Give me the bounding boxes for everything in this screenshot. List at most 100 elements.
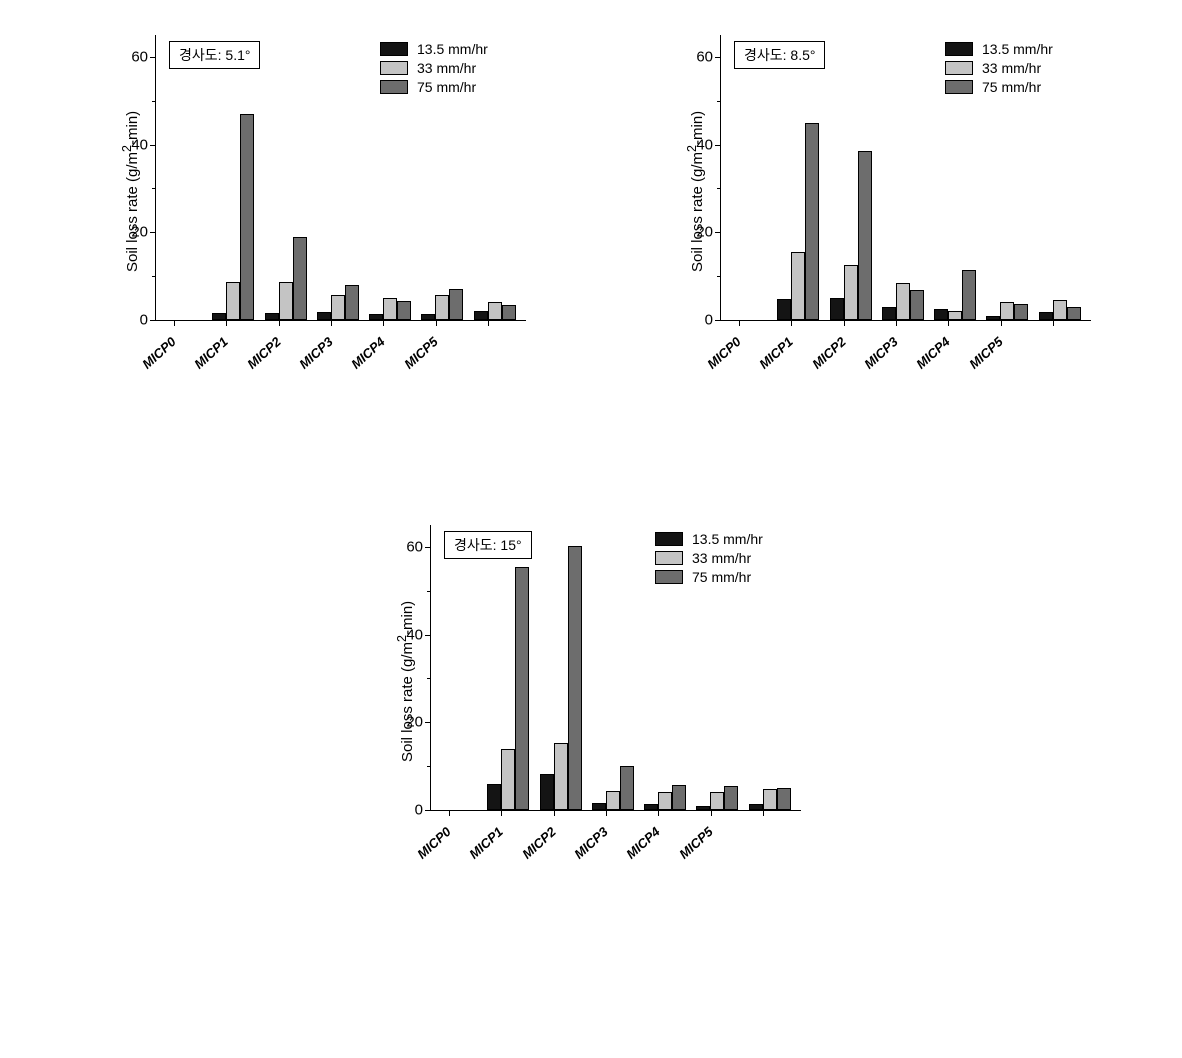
legend-swatch [945, 61, 973, 75]
bar [1014, 304, 1028, 320]
bar [606, 791, 620, 810]
bar [724, 786, 738, 810]
x-tick-label: MICP1 [467, 824, 507, 862]
bar [554, 743, 568, 810]
bar [672, 785, 686, 810]
bar [910, 290, 924, 320]
x-tick-label: MICP3 [571, 824, 611, 862]
y-axis-label: Soil loss rate (g/m2-min) [120, 110, 141, 271]
y-tick-label: 0 [415, 802, 423, 819]
legend-label: 75 mm/hr [692, 569, 751, 585]
bar [1053, 300, 1067, 320]
legend-label: 75 mm/hr [417, 79, 476, 95]
bar-chart-panel: 0204060Soil loss rate (g/m2-min)MICP0MIC… [430, 525, 800, 810]
legend-label: 33 mm/hr [692, 550, 751, 566]
y-axis-label: Soil loss rate (g/m2-min) [395, 600, 416, 761]
bar [1000, 302, 1014, 320]
slope-badge: 경사도: 5.1° [169, 41, 260, 69]
y-axis-label: Soil loss rate (g/m2-min) [685, 110, 706, 271]
bar [1039, 312, 1053, 320]
bar [279, 282, 293, 320]
legend-label: 13.5 mm/hr [692, 531, 763, 547]
y-tick-label: 0 [705, 312, 713, 329]
bar [449, 289, 463, 320]
bar-chart-panel: 0204060Soil loss rate (g/m2-min)MICP0MIC… [155, 35, 525, 320]
bar [226, 282, 240, 320]
bar [265, 313, 279, 320]
bar [331, 295, 345, 320]
bar [696, 806, 710, 810]
x-tick-label: MICP2 [244, 334, 284, 372]
bar [882, 307, 896, 320]
bar [515, 567, 529, 810]
bar [844, 265, 858, 320]
legend-swatch [655, 532, 683, 546]
bar [487, 784, 501, 810]
legend: 13.5 mm/hr 33 mm/hr 75 mm/hr [655, 531, 763, 588]
slope-badge: 경사도: 8.5° [734, 41, 825, 69]
legend-swatch [945, 42, 973, 56]
x-tick-label: MICP0 [139, 334, 179, 372]
bar [592, 803, 606, 810]
bar [962, 270, 976, 320]
legend-label: 33 mm/hr [982, 60, 1041, 76]
bar [293, 237, 307, 320]
x-tick-label: MICP5 [401, 334, 441, 372]
bar [502, 305, 516, 320]
x-tick-label: MICP4 [623, 824, 663, 862]
y-tick-label: 60 [406, 538, 423, 555]
bar [369, 314, 383, 320]
legend: 13.5 mm/hr 33 mm/hr 75 mm/hr [945, 41, 1053, 98]
bar [644, 804, 658, 810]
bar [763, 789, 777, 810]
y-tick-label: 0 [140, 312, 148, 329]
x-tick-label: MICP3 [861, 334, 901, 372]
bar [986, 316, 1000, 320]
bar [345, 285, 359, 320]
y-tick-label: 60 [696, 48, 713, 65]
x-tick-label: MICP0 [704, 334, 744, 372]
y-tick-label: 60 [131, 48, 148, 65]
x-tick-label: MICP4 [913, 334, 953, 372]
legend-swatch [945, 80, 973, 94]
legend-label: 13.5 mm/hr [417, 41, 488, 57]
x-tick-label: MICP2 [519, 824, 559, 862]
bar [435, 295, 449, 320]
legend: 13.5 mm/hr33 mm/hr75 mm/hr [380, 41, 488, 98]
bar [568, 546, 582, 810]
x-tick-label: MICP5 [966, 334, 1006, 372]
bar [540, 774, 554, 810]
bar [710, 792, 724, 810]
x-tick-label: MICP1 [192, 334, 232, 372]
x-tick-label: MICP2 [809, 334, 849, 372]
x-tick-label: MICP1 [757, 334, 797, 372]
bar [212, 313, 226, 320]
bar [791, 252, 805, 320]
bar [934, 309, 948, 320]
legend-swatch [655, 570, 683, 584]
bar [658, 792, 672, 810]
slope-badge: 경사도: 15° [444, 531, 532, 559]
bar [383, 298, 397, 320]
legend-swatch [380, 80, 408, 94]
bar [948, 311, 962, 320]
bar [805, 123, 819, 320]
legend-swatch [380, 61, 408, 75]
bar [620, 766, 634, 810]
bar [1067, 307, 1081, 320]
bar-chart-panel: 0204060Soil loss rate (g/m2-min)MICP0MIC… [720, 35, 1090, 320]
bar [777, 788, 791, 810]
bar [830, 298, 844, 320]
bar [317, 312, 331, 320]
bar [474, 311, 488, 320]
bar [397, 301, 411, 320]
legend-swatch [655, 551, 683, 565]
bar [858, 151, 872, 320]
x-tick-label: MICP5 [676, 824, 716, 862]
bar [896, 283, 910, 320]
x-tick-label: MICP0 [414, 824, 454, 862]
bar [488, 302, 502, 320]
legend-label: 75 mm/hr [982, 79, 1041, 95]
legend-label: 13.5 mm/hr [982, 41, 1053, 57]
bar [421, 314, 435, 320]
